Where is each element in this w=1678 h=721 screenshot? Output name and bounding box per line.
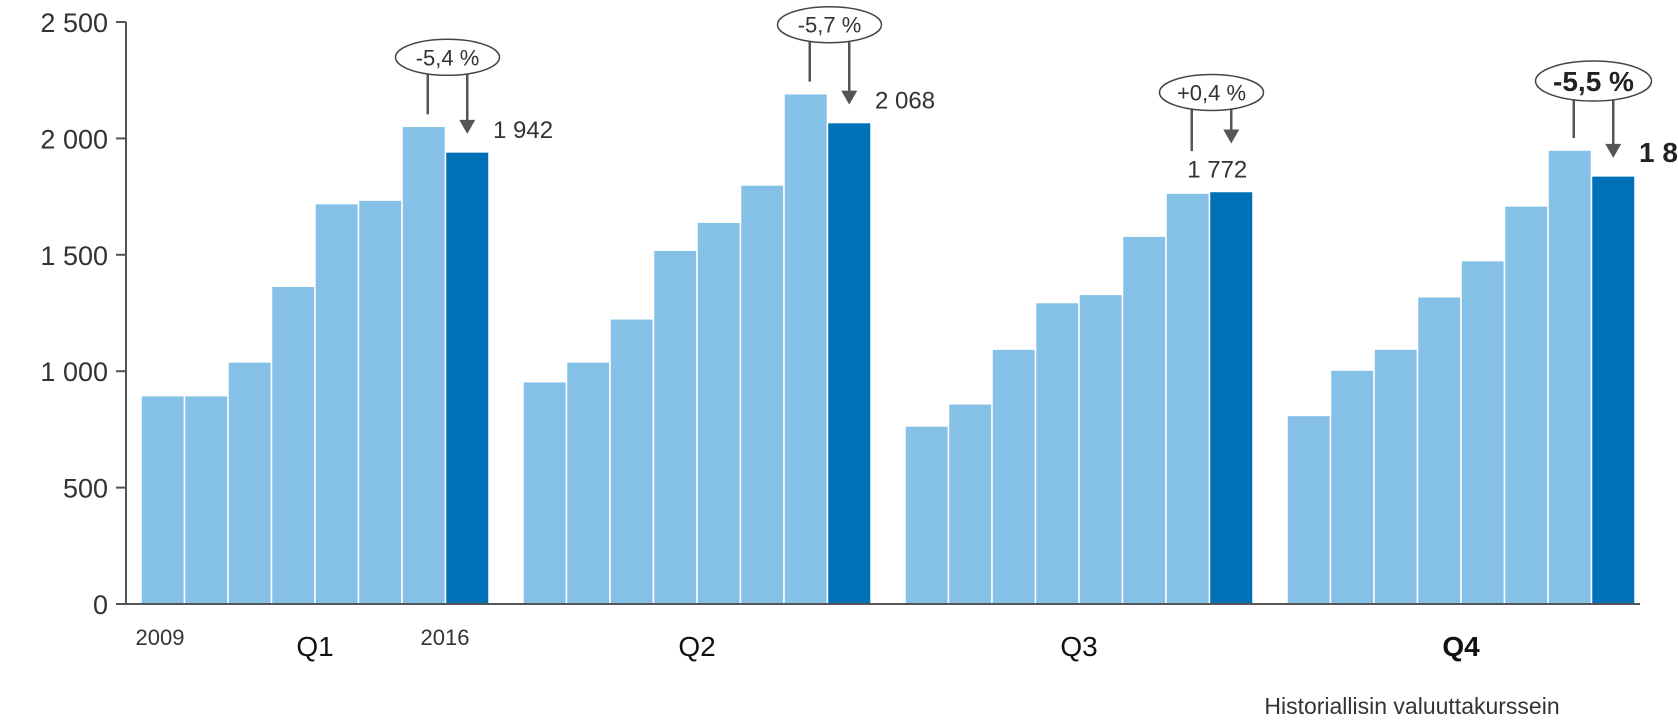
latest-value-label: 1 772 (1187, 156, 1247, 183)
y-tick-label: 1 000 (40, 357, 108, 387)
change-arrow-head (841, 90, 858, 105)
change-arrow-head (459, 119, 476, 134)
quarter-label: Q1 (296, 631, 333, 662)
bar-past-year (140, 394, 186, 605)
quarter-label: Q3 (1060, 631, 1097, 662)
bar-past-year (1373, 348, 1419, 605)
y-tick-label: 500 (63, 474, 108, 504)
change-ellipse (394, 38, 501, 77)
bar-past-year (1165, 192, 1211, 605)
bar-past-year (652, 249, 698, 605)
change-annotations: 1 942 -5,4 % 2 068 -5,7 % 1 772 +0,4 % 1 839 -5… (394, 5, 1678, 183)
quarter-label: Q4 (1442, 631, 1480, 662)
bar-past-year (183, 394, 229, 605)
latest-value-label: 2 068 (875, 88, 935, 115)
bar-past-year (739, 184, 785, 605)
change-percent-label: +0,4 % (1177, 80, 1246, 105)
bar-past-year (947, 403, 993, 605)
bar-latest-year (444, 151, 490, 605)
bar-past-year (1034, 301, 1080, 605)
change-ellipse (776, 5, 883, 44)
x-year-label-end: 2016 (421, 625, 470, 650)
y-axis: 0 500 1 000 1 500 2 000 2 500 (40, 8, 127, 620)
bar-latest-year (1208, 190, 1254, 605)
change-percent-label: -5,4 % (416, 45, 480, 70)
bar-past-year (1460, 259, 1506, 605)
bar-past-year (1078, 293, 1124, 605)
change-arrow-head (1605, 143, 1622, 158)
bar-past-year (991, 348, 1037, 605)
x-year-label-start: 2009 (136, 625, 185, 650)
bar-past-year (609, 318, 655, 605)
bar-past-year (1121, 235, 1167, 605)
change-ellipse (1158, 73, 1265, 112)
bar-latest-year (826, 121, 872, 605)
y-tick-label: 2 500 (40, 8, 108, 38)
bar-past-year (1416, 295, 1462, 605)
bar-past-year (1547, 149, 1593, 605)
latest-value-label: 1 839 (1639, 137, 1678, 168)
bar-past-year (565, 361, 611, 605)
bar-past-year (1503, 205, 1549, 605)
change-arrow-head (1223, 129, 1240, 144)
y-tick-label: 0 (93, 590, 108, 620)
bar-past-year (357, 199, 403, 605)
quarter-label: Q2 (678, 631, 715, 662)
bar-past-year (696, 221, 742, 605)
bars (140, 92, 1636, 605)
change-percent-label: -5,7 % (798, 13, 862, 38)
bar-past-year (1329, 369, 1375, 605)
latest-value-label: 1 942 (493, 117, 553, 144)
footnote: Historiallisin valuuttakurssein (1264, 693, 1559, 719)
bar-latest-year (1590, 175, 1636, 605)
bar-past-year (904, 425, 950, 605)
x-axis: Q1 Q2 Q3 Q4 (126, 603, 1640, 662)
bar-past-year (314, 202, 360, 605)
bar-past-year (522, 380, 568, 605)
y-tick-label: 1 500 (40, 241, 108, 271)
bar-past-year (270, 285, 316, 605)
bar-past-year (401, 125, 447, 605)
bar-past-year (1286, 414, 1332, 605)
change-percent-label: -5,5 % (1553, 66, 1634, 97)
change-ellipse (1534, 60, 1653, 102)
y-tick-label: 2 000 (40, 124, 108, 154)
bar-past-year (783, 92, 829, 605)
bar-past-year (227, 361, 273, 605)
